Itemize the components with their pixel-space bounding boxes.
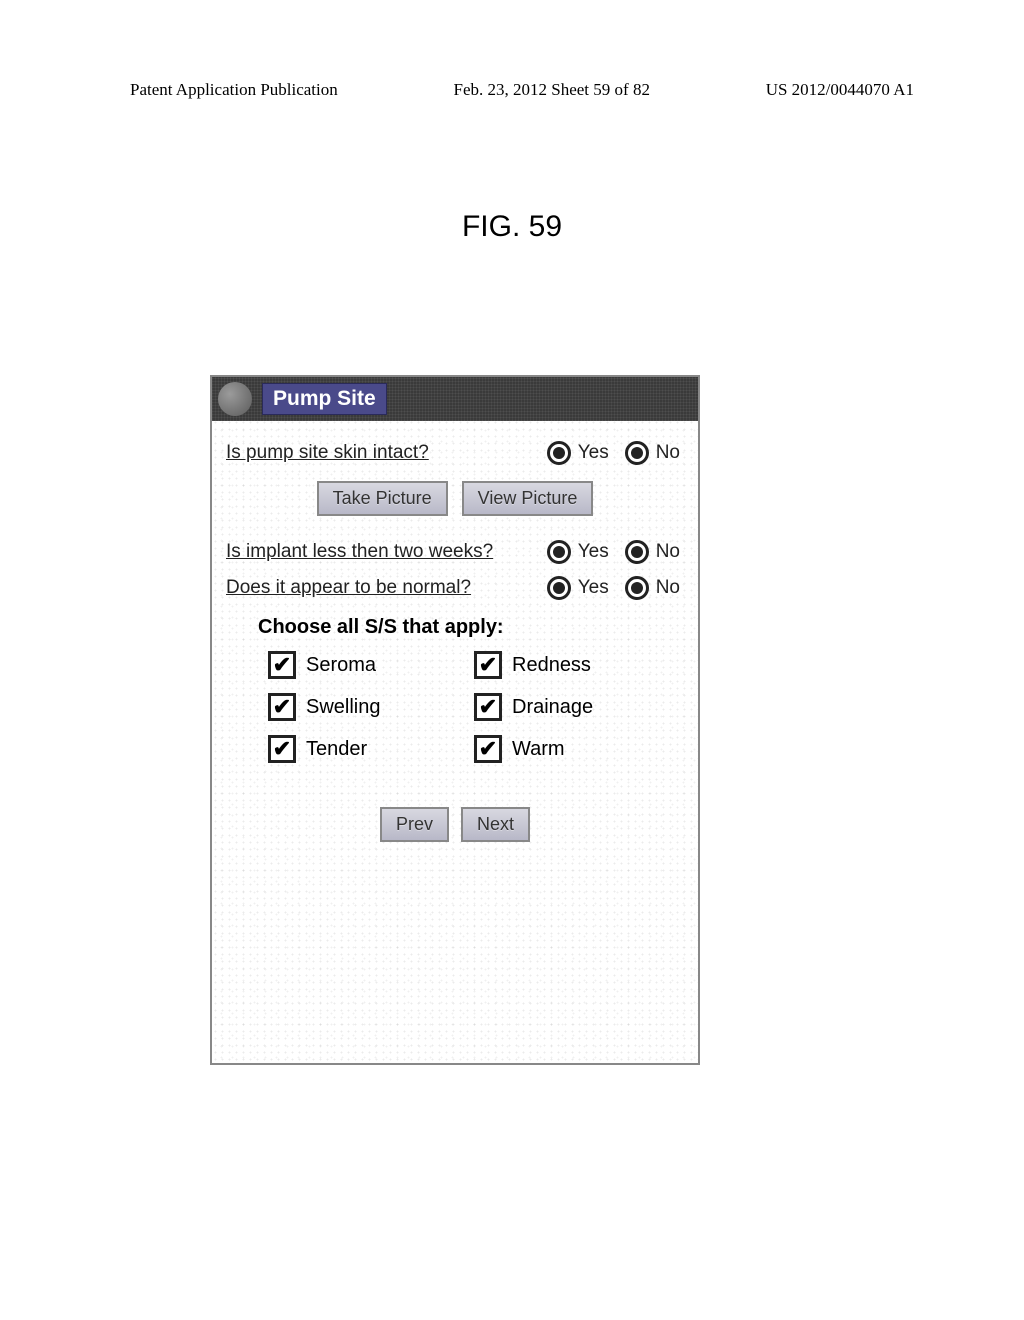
radio-no-label: No: [656, 577, 684, 599]
checkbox-label: Tender: [306, 738, 367, 761]
radio-no-label: No: [656, 541, 684, 563]
question-text: Is pump site skin intact?: [226, 442, 539, 464]
radio-no[interactable]: [625, 441, 649, 465]
radio-no[interactable]: [625, 540, 649, 564]
figure-label: FIG. 59: [0, 210, 1024, 244]
question-text: Does it appear to be normal?: [226, 577, 539, 599]
radio-no-label: No: [656, 442, 684, 464]
question-skin-intact: Is pump site skin intact? Yes No: [216, 435, 694, 471]
radio-yes-label: Yes: [578, 442, 613, 464]
symptoms-section-label: Choose all S/S that apply:: [216, 606, 694, 651]
checkbox-label: Redness: [512, 654, 591, 677]
radio-yes-label: Yes: [578, 541, 613, 563]
radio-yes[interactable]: [547, 540, 571, 564]
header-left: Patent Application Publication: [130, 80, 338, 100]
checkbox-label: Swelling: [306, 696, 380, 719]
title-bar: Pump Site: [212, 377, 698, 421]
checkbox-label: Drainage: [512, 696, 593, 719]
question-text: Is implant less then two weeks?: [226, 541, 539, 563]
title-box: Pump Site: [262, 383, 387, 415]
radio-yes-label: Yes: [578, 577, 613, 599]
check-icon: ✔: [474, 735, 502, 763]
form-body: Is pump site skin intact? Yes No Take Pi…: [212, 421, 698, 852]
checkbox-seroma[interactable]: ✔ Seroma: [268, 651, 474, 679]
checkbox-drainage[interactable]: ✔ Drainage: [474, 693, 680, 721]
app-icon: [218, 382, 252, 416]
check-icon: ✔: [268, 735, 296, 763]
header-center: Feb. 23, 2012 Sheet 59 of 82: [454, 80, 650, 100]
symptoms-grid: ✔ Seroma ✔ Redness ✔ Swelling ✔ Drainage…: [216, 651, 694, 763]
check-icon: ✔: [268, 651, 296, 679]
header-right: US 2012/0044070 A1: [766, 80, 914, 100]
next-button[interactable]: Next: [461, 807, 530, 842]
question-implant-age: Is implant less then two weeks? Yes No: [216, 534, 694, 570]
checkbox-label: Seroma: [306, 654, 376, 677]
checkbox-swelling[interactable]: ✔ Swelling: [268, 693, 474, 721]
window-title: Pump Site: [273, 387, 376, 410]
prev-button[interactable]: Prev: [380, 807, 449, 842]
question-appear-normal: Does it appear to be normal? Yes No: [216, 570, 694, 606]
check-icon: ✔: [474, 693, 502, 721]
radio-yes[interactable]: [547, 441, 571, 465]
checkbox-redness[interactable]: ✔ Redness: [474, 651, 680, 679]
radio-yes[interactable]: [547, 576, 571, 600]
radio-no[interactable]: [625, 576, 649, 600]
checkbox-warm[interactable]: ✔ Warm: [474, 735, 680, 763]
patent-header: Patent Application Publication Feb. 23, …: [0, 80, 1024, 100]
picture-buttons-row: Take Picture View Picture: [216, 471, 694, 534]
nav-buttons-row: Prev Next: [216, 763, 694, 842]
check-icon: ✔: [268, 693, 296, 721]
take-picture-button[interactable]: Take Picture: [317, 481, 448, 516]
checkbox-label: Warm: [512, 738, 565, 761]
check-icon: ✔: [474, 651, 502, 679]
pump-site-form-window: Pump Site Is pump site skin intact? Yes …: [210, 375, 700, 1065]
view-picture-button[interactable]: View Picture: [462, 481, 594, 516]
checkbox-tender[interactable]: ✔ Tender: [268, 735, 474, 763]
